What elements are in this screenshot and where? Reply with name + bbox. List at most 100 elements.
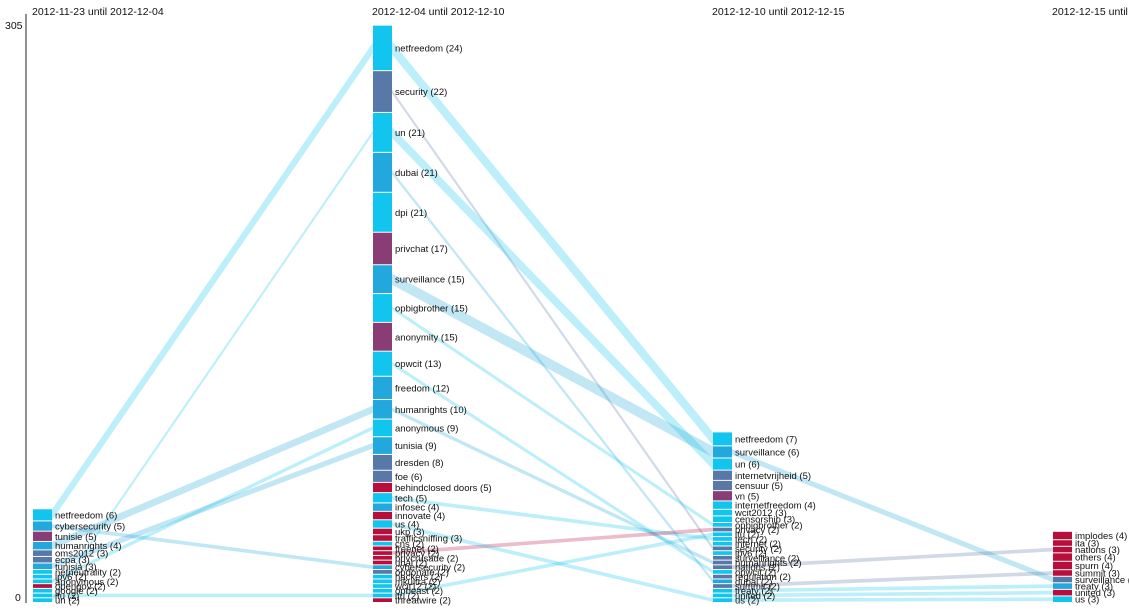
tag-block-cybersecurity [33, 521, 52, 531]
period-column-2: netfreedom (24) security (22) un (21) dubai… [373, 25, 492, 607]
tag-block-opengov [33, 584, 52, 588]
period-column-4: implodes (4)ita (3)nations (3)others (4)… [1053, 531, 1129, 606]
flow-link-surveillance-11 [392, 273, 713, 458]
tag-block-summit [713, 584, 732, 588]
tag-label-security: security (22) [395, 87, 447, 98]
tag-block-freedom [373, 376, 392, 400]
y-axis-min-label: 0 [15, 592, 21, 604]
tag-label-united: united (3) [1075, 588, 1115, 599]
tag-block-security [373, 71, 392, 112]
tag-block-ita [1053, 540, 1072, 546]
tag-block-humanrights [713, 560, 732, 565]
tag-label-spurn: spurn (4) [1075, 561, 1113, 572]
tag-block-internet [713, 541, 732, 546]
tag-label-opwcit: opwcit (13) [395, 359, 441, 370]
tag-label-wcit12: wcit12 (2) [394, 582, 436, 593]
tag-label-opengov: opengov (2) [55, 582, 106, 593]
tag-block-foe [373, 470, 392, 482]
tag-label-ukp: ukp (3) [395, 527, 425, 538]
tag-block-google [33, 588, 52, 593]
tag-label-itu: itu (2) [395, 591, 419, 602]
flow-link-tunisia-3 [52, 442, 373, 570]
tag-block-wcit12 [373, 584, 392, 588]
tag-block-security [713, 546, 732, 551]
flow-link-anonymous-4 [52, 426, 373, 584]
link-layer [52, 41, 1053, 603]
tag-block-un [713, 458, 732, 470]
y-axis-max-label: 305 [5, 20, 23, 32]
tag-label-ecpa: ecpa (3) [55, 555, 90, 566]
tag-block-treaty [1053, 583, 1072, 589]
tag-label-summit: summit (3) [1075, 568, 1120, 579]
tag-block-tech [713, 537, 732, 541]
tag-label-surveillance: surveillance (6) [735, 447, 799, 458]
tag-label-humanrights: humanrights (4) [55, 541, 122, 552]
tag-label-humanrights: humanrights (10) [395, 405, 467, 416]
tag-block-itu [33, 593, 52, 598]
tag-label-implodes: implodes (4) [1075, 531, 1127, 542]
tag-label-opwcit: opwcit (2) [735, 567, 776, 578]
period-label-4: 2012-12-15 until [1052, 6, 1128, 18]
flow-link-united-23 [732, 590, 1053, 598]
tag-label-ita: ita (3) [1075, 539, 1099, 550]
tag-label-threatwire: threatwire (2) [395, 596, 451, 607]
tag-block-opwcit [373, 351, 392, 376]
tag-label-internetvrijheid: internetvrijheid (5) [735, 471, 811, 482]
flow-link-nations-20 [732, 547, 1053, 570]
flow-link-netfreedom-7 [392, 41, 713, 446]
flow-link-tech-15 [392, 495, 713, 541]
tag-block-opbigbrother [373, 294, 392, 322]
tag-label-surveillance: surveillance (3) [1075, 575, 1129, 586]
flow-link-itu-6 [52, 593, 373, 598]
tag-label-treaty: treaty (3) [1075, 582, 1113, 593]
tag-block-netfreedom [373, 25, 392, 71]
tag-label-anonymous: anonymous (9) [395, 423, 458, 434]
tag-label-freedom: freedom (12) [395, 383, 449, 394]
tag-label-netfreedom: netfreedom (24) [395, 43, 463, 54]
tag-label-internetfreedom: internetfreedom (4) [735, 501, 816, 512]
tag-block-wcit2012 [713, 509, 732, 516]
tag-label-surveillance: surveillance (15) [395, 275, 465, 286]
tag-block-us [373, 520, 392, 528]
tag-label-us: us (3) [1075, 595, 1099, 606]
flow-link-itu-17 [392, 532, 713, 598]
tag-label-privcrusade: privcrusade (2) [395, 553, 458, 564]
tag-block-dpi [373, 192, 392, 232]
tag-block-freenet [373, 546, 392, 551]
tag-label-freenet: freenet (2) [395, 544, 439, 555]
tag-block-trafficsniffing [373, 535, 392, 541]
flow-link-un-9 [392, 126, 713, 470]
tag-block-opwcit [713, 570, 732, 574]
tag-label-security: security (2) [735, 544, 782, 555]
tag-label-innovate: innovate (4) [395, 511, 445, 522]
tag-block-un [33, 598, 52, 602]
tag-label-itu: itu (2) [735, 530, 759, 541]
tag-label-ipv6: ipv6 (2) [55, 572, 87, 583]
tag-block-itu [373, 593, 392, 598]
tag-label-tech: tech (5) [395, 493, 427, 504]
tag-label-nations: nations (3) [1075, 545, 1120, 556]
tag-label-dubai: dubai (2) [735, 577, 773, 588]
tag-block-anonymity [373, 322, 392, 351]
period-column-1: netfreedom (6)cybersecurity (5)tunisie (… [33, 509, 125, 607]
tag-label-behindclosed-doors: behindclosed doors (5) [395, 483, 492, 494]
tag-block-treaty [713, 588, 732, 593]
tag-block-united [1053, 589, 1072, 596]
tag-block-internetfreedom [713, 501, 732, 509]
tag-block-dubai [713, 579, 732, 584]
tag-label-itu: itu (2) [55, 591, 79, 602]
tag-label-netneutrality: netneutrality (2) [55, 567, 121, 578]
tag-label-cybersecurity: cybersecurity (2) [395, 563, 465, 574]
tag-label-cybersecurity: cybersecurity (5) [55, 522, 125, 533]
tag-block-tech [373, 493, 392, 503]
flow-link-us-18 [392, 522, 713, 602]
tag-block-ecpa [33, 556, 52, 563]
tag-block-behindclosed-doors [373, 482, 392, 493]
tag-block-netfreedom [713, 432, 732, 446]
tag-label-internet: internet (2) [735, 539, 781, 550]
tag-block-cybersecurity [373, 565, 392, 570]
tag-label-mkultra: mkultra (2) [395, 577, 440, 588]
tag-block-nations [1053, 546, 1072, 553]
flow-link-netfreedom-0 [52, 42, 373, 521]
